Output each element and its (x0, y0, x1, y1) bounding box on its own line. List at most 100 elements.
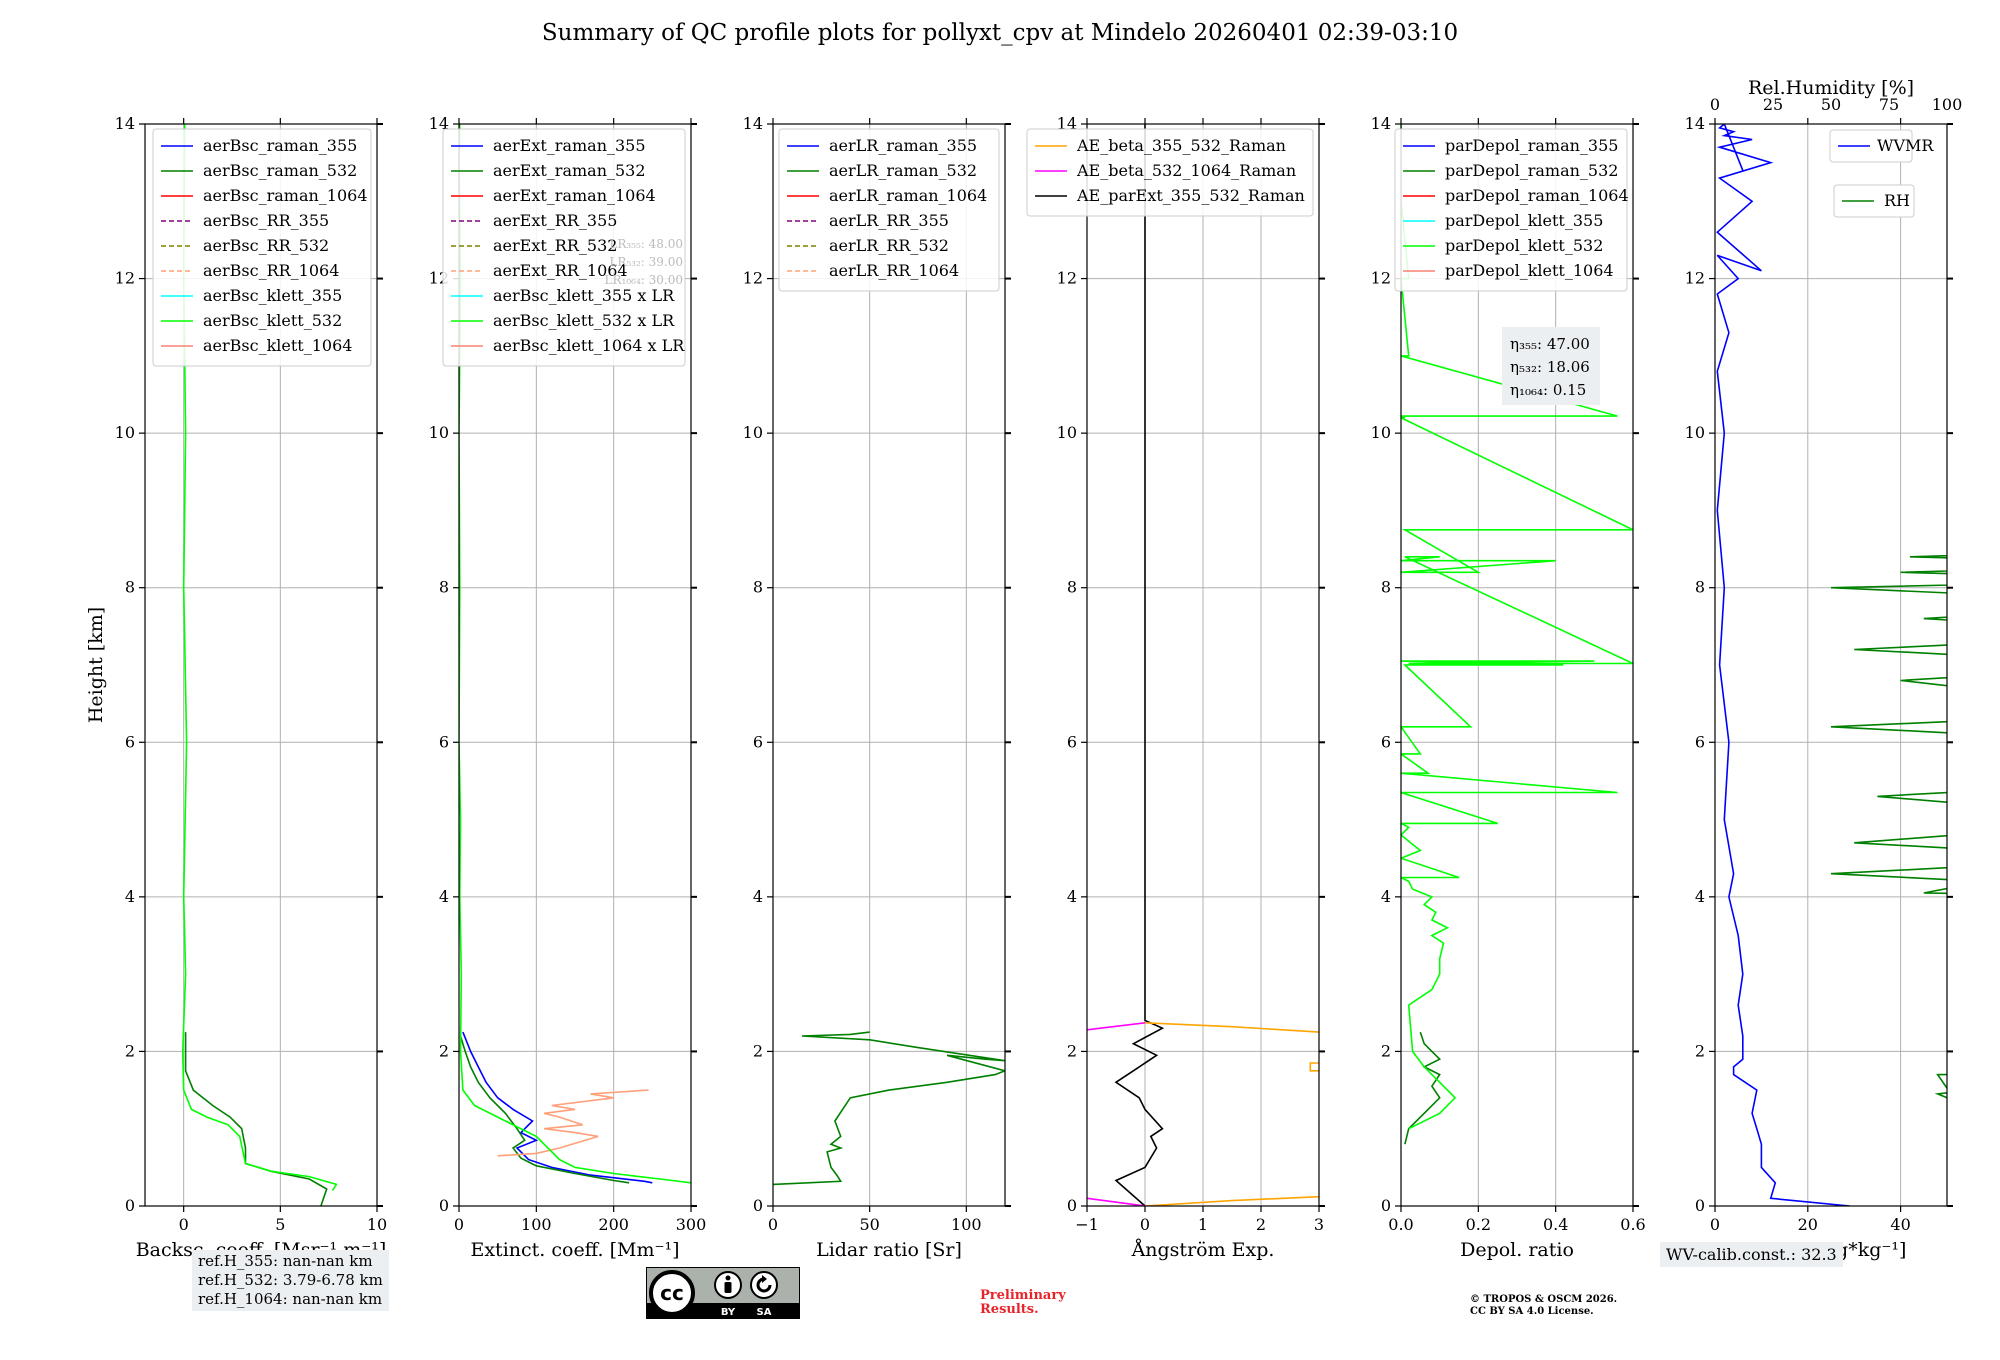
y-tick-label: 8 (753, 578, 763, 597)
copyright-notice: © TROPOS & OSCM 2026. CC BY SA 4.0 Licen… (1470, 1294, 1617, 1318)
legend: aerBsc_raman_355 aerBsc_raman_532 aerBsc_r… (152, 128, 372, 367)
legend-label: AE_beta_355_532_Raman (1076, 136, 1286, 155)
y-tick-label: 4 (1067, 887, 1077, 906)
series-line (773, 1031, 1005, 1186)
series-line (1309, 1062, 1319, 1072)
legend-label: aerLR_raman_532 (829, 161, 977, 180)
axes-frame (144, 123, 378, 1207)
y-tick-label: 6 (439, 732, 449, 751)
legend-label: aerBsc_klett_1064 x LR (493, 336, 685, 355)
legend-label: aerLR_RR_1064 (829, 261, 959, 280)
ref-height-532: ref.H_532: 3.79-6.78 km (198, 1271, 383, 1289)
y-tick-label: 14 (743, 114, 763, 133)
y-tick-label: 12 (1057, 269, 1077, 288)
y-tick-label: 2 (1695, 1041, 1705, 1060)
legend-label: aerBsc_raman_532 (203, 161, 357, 180)
series-line (184, 1032, 328, 1206)
y-tick-label: 6 (1695, 732, 1705, 751)
eta-label: η₅₃₂: 18.06 (1510, 358, 1590, 376)
legend: AE_beta_355_532_Raman AE_beta_532_1064_Ra… (1026, 128, 1314, 217)
x-tick-label: 0.4 (1543, 1215, 1568, 1234)
wv-calibration-box: WV-calib.const.: 32.3 (1660, 1242, 1843, 1267)
y-tick-label: 4 (125, 887, 135, 906)
y-tick-label: 4 (1695, 887, 1705, 906)
x-tick-label: 0 (1710, 1215, 1720, 1234)
x-tick-label: 300 (676, 1215, 707, 1234)
x-tick-label: 0 (768, 1215, 778, 1234)
legend-label: aerBsc_RR_1064 (203, 261, 339, 280)
y-tick-label: 4 (1381, 887, 1391, 906)
cc-by-label: BY (721, 1307, 736, 1318)
legend-label: aerExt_RR_532 (493, 236, 617, 255)
legend-label: aerExt_RR_355 (493, 211, 617, 230)
legend-label: aerExt_RR_1064 (493, 261, 628, 280)
y-tick-label: 10 (1057, 423, 1077, 442)
series-line (1716, 124, 1850, 1206)
y-tick-label: 8 (1695, 578, 1705, 597)
y-tick-label: 14 (1685, 114, 1705, 133)
legend-label: parDepol_klett_532 (1445, 236, 1603, 255)
top-x-tick-label: 0 (1710, 95, 1720, 114)
series-group (181, 124, 338, 1206)
reference-height-box: ref.H_355: nan-nan km ref.H_532: 3.79-6.… (192, 1250, 389, 1311)
x-tick-label: 20 (1798, 1215, 1818, 1234)
series-group (1716, 124, 1947, 1206)
y-tick-label: 2 (1067, 1041, 1077, 1060)
y-tick-label: 6 (1381, 732, 1391, 751)
series-line (459, 124, 691, 1184)
y-tick-label: 6 (125, 732, 135, 751)
eta-label: η₃₅₅: 47.00 (1510, 335, 1590, 353)
legend-label: WVMR (1877, 136, 1934, 155)
series-group (459, 124, 691, 1184)
legend-label: aerLR_raman_355 (829, 136, 977, 155)
legend-label: aerLR_RR_532 (829, 236, 949, 255)
x-tick-label: 100 (951, 1215, 982, 1234)
x-tick-label: 2 (1256, 1215, 1266, 1234)
y-tick-label: 2 (1381, 1041, 1391, 1060)
legend-label: aerBsc_raman_1064 (203, 186, 368, 205)
legend-label: parDepol_raman_532 (1445, 161, 1618, 180)
y-tick-label: 0 (753, 1196, 763, 1215)
legend: aerExt_raman_355 aerExt_raman_532 aerExt_r… (442, 128, 686, 367)
x-tick-label: −1 (1075, 1215, 1099, 1234)
x-tick-label: 0.0 (1388, 1215, 1413, 1234)
y-tick-label: 10 (1371, 423, 1391, 442)
grid-lines (1086, 123, 1320, 1207)
legend-label: aerBsc_klett_1064 (203, 336, 352, 355)
y-tick-label: 0 (125, 1196, 135, 1215)
legend-box (442, 128, 686, 367)
legend-box (1026, 128, 1314, 217)
y-tick-label: 14 (1057, 114, 1077, 133)
y-tick-label: 14 (429, 114, 449, 133)
y-tick-label: 8 (1381, 578, 1391, 597)
x-tick-label: 10 (367, 1215, 387, 1234)
legend-label: aerBsc_klett_532 x LR (493, 311, 675, 330)
series-line (1087, 1022, 1146, 1031)
cc-logo-icon (649, 1270, 695, 1316)
legend: aerLR_raman_355 aerLR_raman_532 aerLR_rama… (778, 128, 1000, 292)
legend-box (1394, 128, 1628, 292)
y-tick-label: 10 (1685, 423, 1705, 442)
y-tick-label: 0 (1695, 1196, 1705, 1215)
page-title: Summary of QC profile plots for pollyxt_… (541, 20, 1459, 46)
x-axis-label: Extinct. coeff. [Mm⁻¹] (470, 1239, 679, 1261)
preliminary-line-1: Preliminary (980, 1288, 1066, 1303)
eta-box: η₃₅₅: 47.00 η₅₃₂: 18.06 η₁₀₆₄: 0.15 (1502, 327, 1600, 405)
legend-box (1829, 129, 1913, 163)
cc-by-sa-license-badge[interactable]: cc BY SA (646, 1267, 800, 1319)
top-x-tick-label: 50 (1821, 95, 1841, 114)
legend-label: RH (1884, 191, 1910, 210)
legend: parDepol_raman_355 parDepol_raman_532 parD… (1394, 128, 1629, 292)
series-line (1144, 1022, 1319, 1033)
legend: RH (1833, 184, 1915, 218)
axes-frame (1714, 123, 1948, 1207)
x-tick-label: 0 (179, 1215, 189, 1234)
series-line (1087, 1197, 1146, 1206)
x-tick-label: 40 (1890, 1215, 1910, 1234)
top-x-tick-label: 25 (1763, 95, 1783, 114)
y-tick-label: 12 (743, 269, 763, 288)
series-line (459, 1035, 630, 1184)
y-tick-label: 8 (125, 578, 135, 597)
